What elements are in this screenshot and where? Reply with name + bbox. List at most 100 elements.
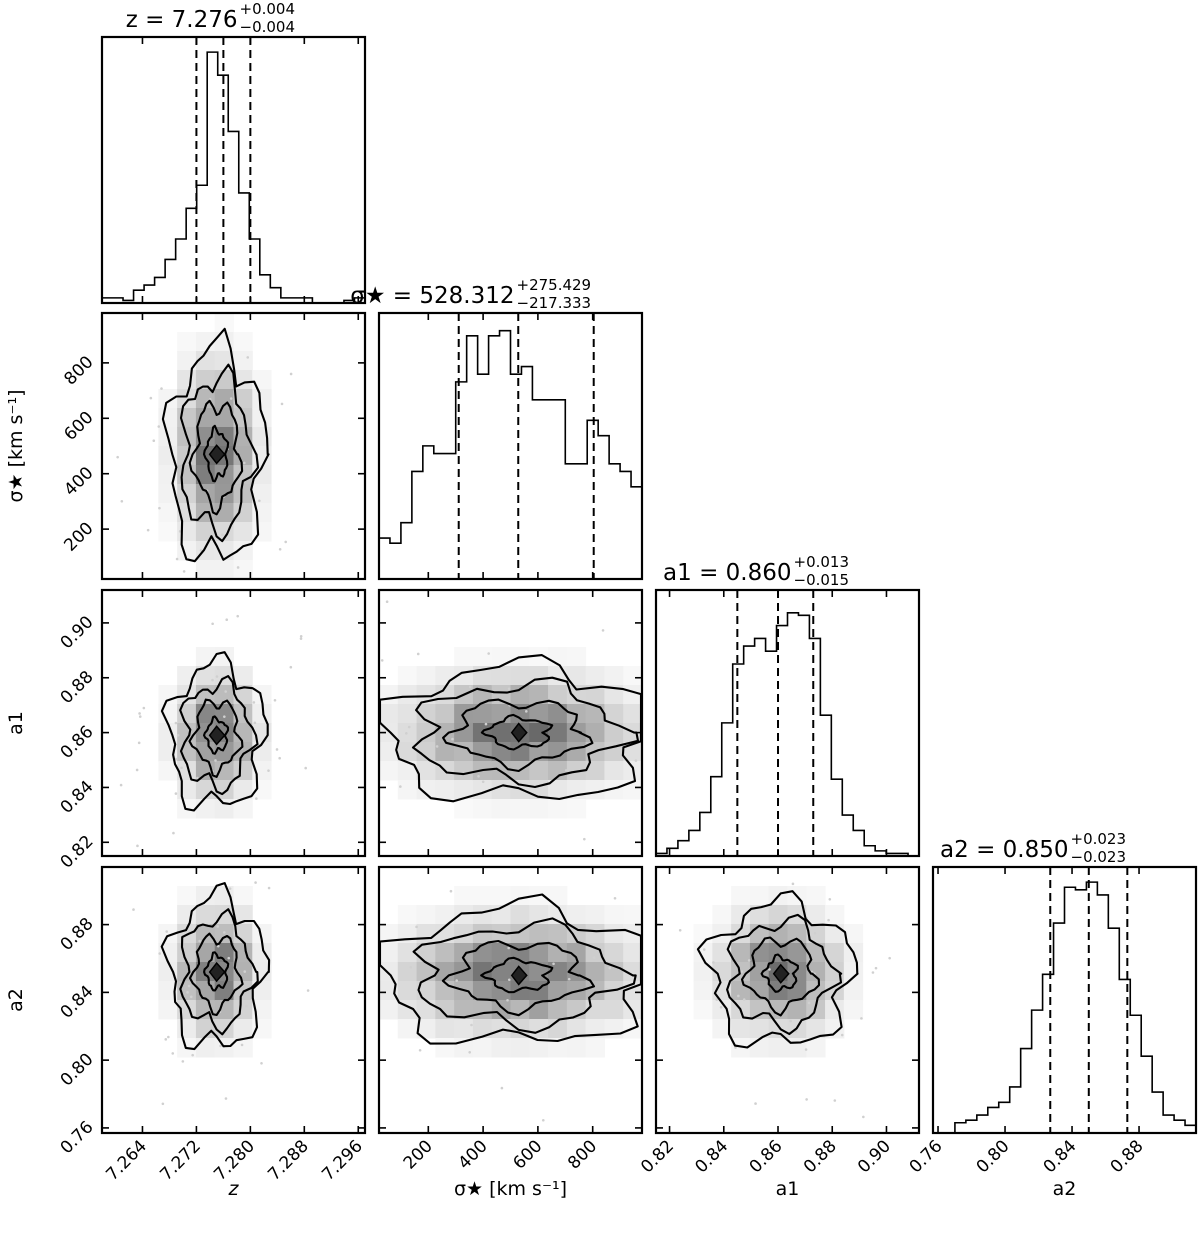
sample-point (243, 970, 247, 973)
sample-point (506, 998, 509, 1002)
density-cell (177, 351, 197, 371)
density-cell (825, 943, 845, 963)
x-tick-label: 0.76 (906, 1136, 947, 1177)
density-cell (731, 1019, 751, 1039)
contour-level-4 (760, 953, 799, 993)
density-cell (585, 943, 605, 963)
sample-point (507, 687, 511, 691)
density-cell (604, 685, 624, 705)
density-cell (472, 742, 493, 762)
sample-point (740, 970, 744, 973)
x-tick-label: 0.84 (1040, 1136, 1081, 1177)
sample-point (149, 396, 153, 400)
density-cell (435, 1038, 455, 1058)
x-tick-label: 0.88 (800, 1136, 841, 1177)
density-cell (195, 1019, 216, 1039)
density-cell (454, 761, 474, 781)
density-cell (177, 742, 197, 762)
histogram-panel-a2: a2 = 0.850 +0.023−0.023 (931, 830, 1198, 1135)
density-cell (233, 1038, 253, 1058)
density-cell (252, 1000, 272, 1020)
density-cell (806, 1019, 826, 1039)
sample-point (158, 952, 161, 955)
sample-point (252, 701, 256, 704)
sample-point (199, 549, 203, 552)
sample-point (116, 455, 119, 459)
x-tick-label: 0.82 (637, 1136, 678, 1177)
sample-point (470, 1023, 473, 1027)
density-cell (566, 1038, 587, 1058)
sample-point (284, 540, 288, 544)
density-cell (233, 1019, 253, 1039)
contour-level-2 (179, 675, 259, 796)
density-cell (233, 962, 253, 982)
title-plus-a1: +0.013 (794, 553, 850, 571)
density-cell (843, 962, 864, 982)
sample-point (215, 675, 219, 678)
density-cell (454, 886, 474, 906)
sample-point (237, 402, 241, 406)
sample-point (455, 979, 458, 982)
density-cell (454, 1019, 474, 1039)
density-cell (233, 560, 253, 580)
sample-point (216, 925, 220, 928)
density-cell (604, 905, 624, 925)
sample-point (840, 1033, 844, 1037)
density-cell (566, 647, 587, 667)
density-cell (529, 666, 549, 686)
y-tick-label: 200 (60, 519, 97, 556)
density-panel-sigma-a1 (377, 588, 644, 858)
x-tick-label: 600 (509, 1136, 546, 1173)
histogram-sigma (379, 329, 642, 544)
density-cell (379, 962, 399, 982)
density-cell (233, 427, 253, 447)
density-cell (233, 886, 253, 906)
histogram-panel-a1: a1 = 0.860 +0.013−0.015 (654, 553, 921, 858)
density-cell (548, 962, 568, 982)
density-cell (529, 943, 549, 963)
ticks-a1-a2 (656, 867, 919, 1133)
density-cell (177, 886, 197, 906)
sample-point (828, 897, 832, 901)
density-cell (491, 886, 511, 906)
density-cell (585, 704, 605, 724)
density-cell (195, 780, 216, 800)
x-tick-label: 800 (564, 1136, 601, 1173)
density-cell (233, 351, 253, 371)
sample-point (380, 659, 384, 662)
sample-point (827, 918, 830, 922)
sample-point (862, 1115, 865, 1119)
sample-point (874, 966, 878, 970)
density-cell (454, 924, 474, 944)
density-cell (252, 427, 272, 447)
density-cell (195, 886, 216, 906)
ticks-a1-a1 (668, 590, 888, 856)
sample-point (451, 737, 454, 741)
sample-point (860, 1017, 863, 1020)
title-plus-a2: +0.023 (1071, 830, 1127, 848)
density-cell (214, 484, 234, 504)
density-cell (177, 370, 197, 390)
density-cell (491, 647, 511, 667)
density-cell (195, 943, 216, 963)
sample-point (146, 528, 150, 532)
density-cell (585, 723, 605, 743)
density-cell (749, 962, 770, 982)
sample-point (191, 1053, 194, 1057)
sample-point (407, 725, 411, 729)
sample-point (871, 971, 875, 974)
contour-level-3 (188, 932, 244, 1017)
density-cell (585, 761, 605, 781)
density-cell (214, 560, 234, 580)
sample-point (833, 1099, 837, 1102)
histogram-a1 (656, 612, 919, 857)
density-cell (214, 427, 234, 447)
sample-point (137, 741, 141, 745)
sample-point (165, 930, 169, 933)
ticks-z-z (141, 37, 360, 303)
density-cell (510, 742, 530, 762)
density-cell (566, 723, 587, 743)
density-cell (604, 943, 624, 963)
sample-point (416, 652, 420, 656)
density-cell (693, 962, 713, 982)
